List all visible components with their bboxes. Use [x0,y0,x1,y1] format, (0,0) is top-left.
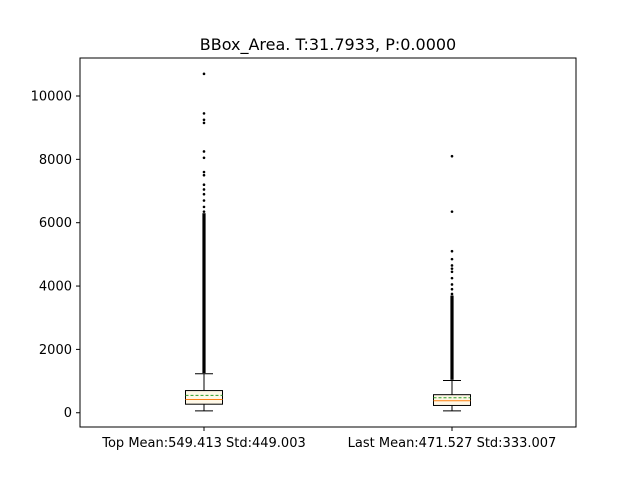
outlier-point [450,249,454,253]
y-axis: 0 2000 4000 6000 8000 10000 [31,90,80,421]
axes-frame [79,57,577,428]
outlier-point [202,173,206,177]
box-iqr [433,394,471,406]
outlier-point [450,270,454,274]
outlier-cluster [450,295,454,380]
outlier-point [450,210,454,213]
outlier-point [202,199,206,202]
outlier-point [450,267,454,270]
chart-title: BBox_Area. T:31.7933, P:0.0000 [200,35,456,55]
outlier-point [202,72,206,76]
x-axis: Top Mean:549.413 Std:449.003 Last Mean:47… [101,427,556,451]
outlier-point [450,292,454,296]
x-tick-label: Last Mean:471.527 Std:333.007 [348,436,557,451]
outlier-point [202,121,206,125]
outlier-point [450,264,454,267]
plot-area [185,72,471,412]
box-group [185,72,223,412]
outlier-point [450,276,454,280]
outlier-point [450,257,454,261]
outlier-cluster [202,213,206,374]
outlier-point [202,183,206,186]
outlier-point [202,188,206,191]
outlier-point [450,287,454,291]
outlier-point [202,192,206,196]
outlier-point [450,283,454,286]
outlier-point [202,112,206,115]
outlier-point [450,154,454,158]
x-tick-label: Top Mean:549.413 Std:449.003 [101,436,306,451]
y-tick-label: 4000 [39,280,72,295]
outlier-point [202,170,206,174]
box-iqr [185,390,223,405]
outlier-point [202,210,206,213]
outlier-point [202,118,206,122]
y-tick-label: 6000 [39,216,72,231]
outlier-point [202,205,206,209]
y-tick-label: 10000 [31,90,72,105]
y-tick-label: 8000 [39,153,72,168]
outlier-point [202,156,206,160]
box-group [433,154,471,412]
outlier-point [202,150,206,153]
y-tick-label: 2000 [39,343,72,358]
y-tick-label: 0 [64,406,72,421]
